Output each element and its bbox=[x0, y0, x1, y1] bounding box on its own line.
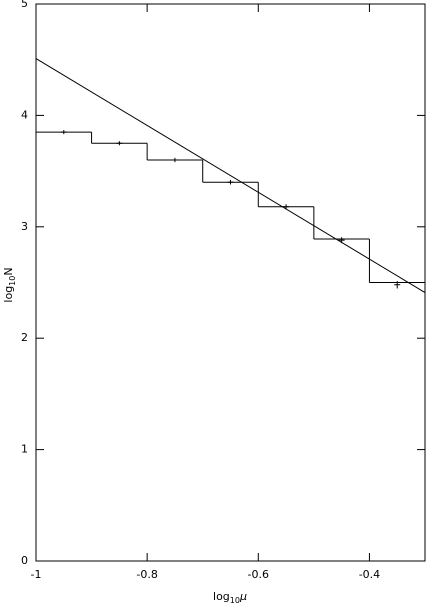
y-label-sub: 10 bbox=[8, 276, 17, 286]
y-tick-label: 3 bbox=[21, 220, 28, 233]
y-tick-label: 2 bbox=[21, 331, 28, 344]
x-tick-label: -1 bbox=[31, 568, 42, 581]
y-label-base: log bbox=[2, 286, 15, 303]
x-tick-label: -0.6 bbox=[248, 568, 269, 581]
y-tick-label: 5 bbox=[21, 0, 28, 10]
y-tick-label: 4 bbox=[21, 108, 28, 121]
x-axis-label: log10μ bbox=[213, 590, 247, 605]
fit-line bbox=[35, 58, 426, 293]
x-label-base: log bbox=[213, 590, 230, 603]
y-label-var: N bbox=[2, 267, 15, 275]
y-axis-label: log10N bbox=[2, 267, 17, 302]
plot-frame bbox=[35, 3, 426, 562]
x-tick-label: -0.4 bbox=[359, 568, 380, 581]
y-tick-label: 1 bbox=[21, 443, 28, 456]
y-tick-label: 0 bbox=[21, 554, 28, 567]
x-label-var: μ bbox=[239, 590, 247, 603]
x-label-sub: 10 bbox=[230, 596, 240, 605]
x-tick-label: -0.8 bbox=[136, 568, 157, 581]
